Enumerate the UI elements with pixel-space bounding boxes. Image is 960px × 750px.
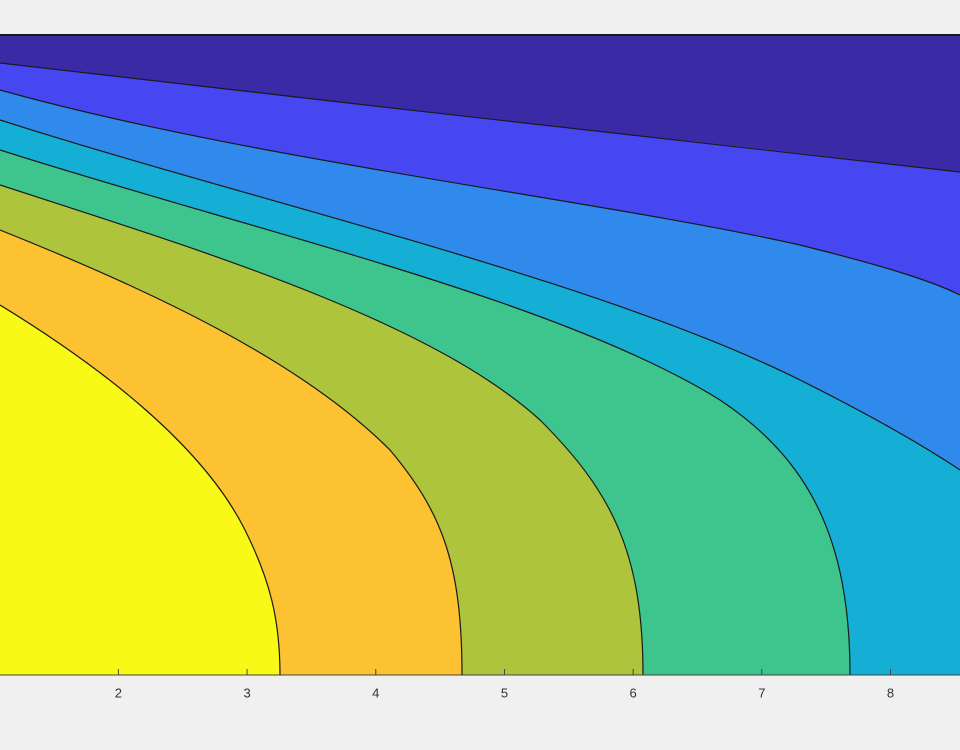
contour-line [0,229,463,676]
x-tick-label: 7 [758,685,765,700]
contour-line [0,149,851,676]
x-tick-label: 6 [630,685,637,700]
x-tick-label: 3 [243,685,250,700]
contour-line [0,184,644,676]
plot-area [0,34,960,676]
x-tick-label: 5 [501,685,508,700]
contour-line [0,89,960,296]
contour-band [0,35,960,172]
contour-line [0,304,281,676]
x-tick-label: 4 [372,685,379,700]
x-tick-label: 2 [115,685,122,700]
x-tick-label: 8 [887,685,894,700]
contour-line [0,119,960,471]
